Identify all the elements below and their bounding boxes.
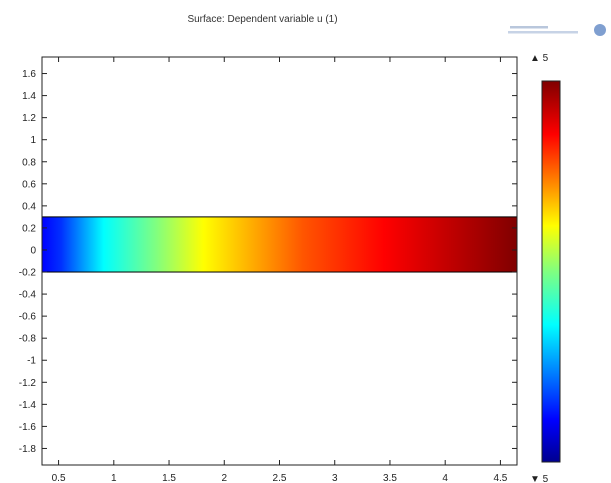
y-tick-label: 1.2 xyxy=(22,113,36,124)
y-tick-label: 0.2 xyxy=(22,223,36,234)
y-tick-label: 0 xyxy=(30,245,36,256)
surface-domain xyxy=(41,216,518,273)
y-tick-label: 1.6 xyxy=(22,69,36,80)
colorbar-min-label: ▼ 5 xyxy=(530,474,549,483)
y-tick-label: -1.4 xyxy=(19,400,37,411)
x-tick-label: 2.5 xyxy=(273,473,287,483)
x-tick-label: 2 xyxy=(221,473,227,483)
x-tick-label: 4 xyxy=(442,473,448,483)
y-tick-label: 0.8 xyxy=(22,157,36,168)
watermark-logo xyxy=(508,24,606,36)
colorbar-max-label: ▲ 5 xyxy=(530,53,549,64)
y-tick-label: -1.6 xyxy=(19,422,37,433)
y-tick-label: -0.2 xyxy=(19,268,37,279)
x-tick-label: 3 xyxy=(332,473,338,483)
x-tick-label: 4.5 xyxy=(493,473,507,483)
x-tick-label: 1 xyxy=(111,473,117,483)
y-tick-label: -0.8 xyxy=(19,334,37,345)
x-tick-label: 3.5 xyxy=(383,473,397,483)
y-tick-label: -0.4 xyxy=(19,290,37,301)
y-tick-label: -1.2 xyxy=(19,378,37,389)
y-tick-label: -0.6 xyxy=(19,312,37,323)
y-tick-label: 0.4 xyxy=(22,201,36,212)
y-tick-label: -1.8 xyxy=(19,444,37,455)
colorbar xyxy=(541,80,561,463)
y-tick-label: 0.6 xyxy=(22,179,36,190)
y-tick-label: 1.4 xyxy=(22,91,36,102)
y-tick-label: 1 xyxy=(30,135,36,146)
x-tick-label: 0.5 xyxy=(52,473,66,483)
chart-title: Surface: Dependent variable u (1) xyxy=(187,14,338,25)
y-tick-label: -1 xyxy=(27,356,36,367)
x-tick-label: 1.5 xyxy=(162,473,176,483)
